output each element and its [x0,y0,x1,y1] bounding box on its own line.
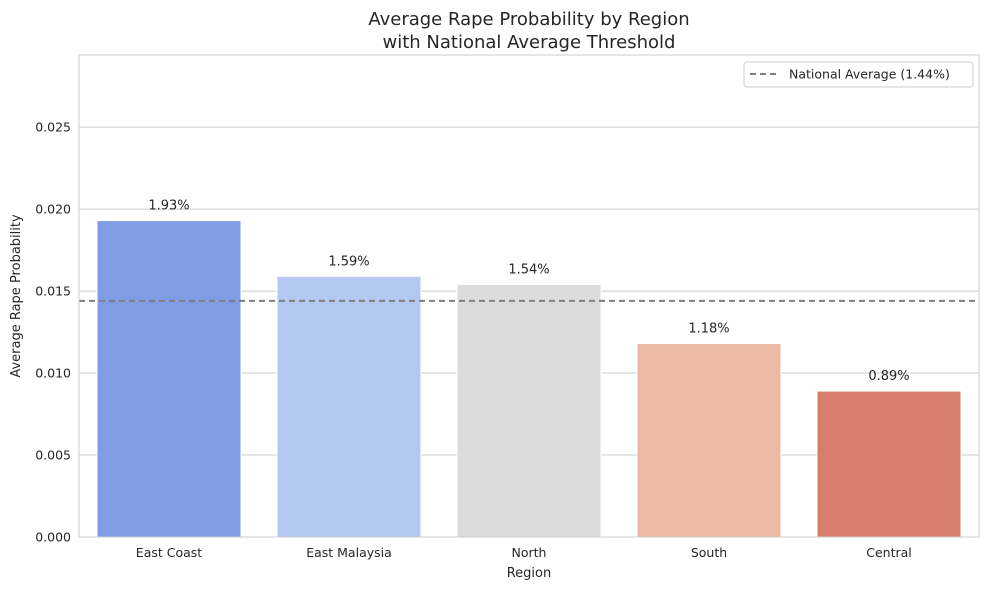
bar-data-label: 1.93% [148,199,189,214]
bar-east-malaysia [276,275,422,538]
bars [96,220,962,538]
chart-title-line-2: with National Average Threshold [383,32,676,53]
axes: 0.000 0.005 0.010 0.015 0.020 0.025 East Coast… [35,54,980,560]
legend-box [743,61,974,88]
legend-entry-national-average: National Average (1.44%) [789,67,950,82]
x-tick-label: Central [866,545,912,560]
bar-data-label: 1.18% [688,322,729,337]
bar-central [816,390,962,538]
x-tick-label: East Malaysia [306,545,392,560]
y-tick-label: 0.015 [35,284,71,299]
y-tick-label: 0.005 [35,448,71,463]
y-tick-label: 0.025 [35,120,71,135]
bar-data-label: 1.54% [508,263,549,278]
x-axis-label: Region [507,566,552,581]
x-tick-label: East Coast [136,545,202,560]
bar-data-label: 0.89% [868,369,909,384]
legend: National Average (1.44%) [743,61,974,88]
plot-frame [78,54,980,538]
x-tick-label: North [512,545,547,560]
bar-north [456,284,602,538]
y-tick-label: 0.020 [35,202,71,217]
bar-south [636,343,782,538]
chart-title-line-1: Average Rape Probability by Region [368,9,689,30]
bar-data-label: 1.59% [328,254,369,269]
bar-east-coast [96,220,242,538]
y-tick-label: 0.010 [35,366,71,381]
y-axis-label: Average Rape Probability [9,214,24,378]
data-labels: 1.93% 1.59% 1.54% 1.18% 0.89% [148,199,909,385]
y-tick-label: 0.000 [35,530,71,545]
x-tick-label: South [691,545,727,560]
